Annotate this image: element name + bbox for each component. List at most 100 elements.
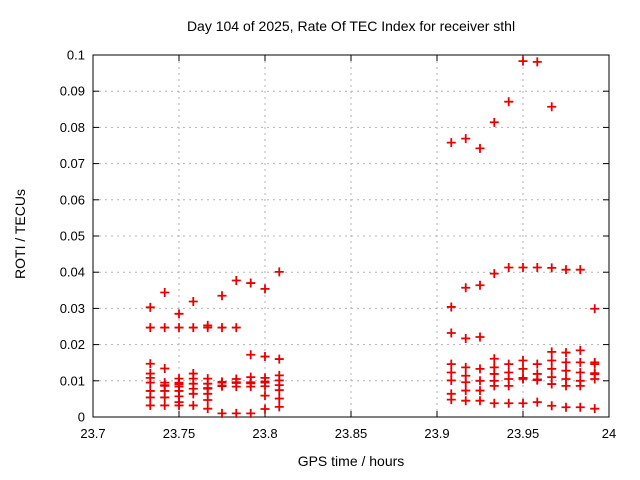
y-tick-label: 0.08	[60, 120, 85, 135]
data-point	[518, 56, 528, 66]
data-point	[489, 354, 499, 364]
data-point	[575, 345, 585, 355]
data-point	[174, 400, 184, 410]
x-tick-label: 23.85	[335, 426, 368, 441]
data-point	[246, 408, 256, 418]
data-point	[475, 386, 485, 396]
y-tick-label: 0.01	[60, 373, 85, 388]
data-point	[274, 385, 284, 395]
data-point	[518, 356, 528, 366]
data-point	[274, 267, 284, 277]
data-point	[231, 382, 241, 392]
data-point	[489, 381, 499, 391]
data-point	[518, 262, 528, 272]
data-point	[504, 398, 514, 408]
data-point	[475, 364, 485, 374]
data-point	[203, 404, 213, 414]
data-point	[145, 378, 155, 388]
data-point	[174, 323, 184, 333]
data-point	[188, 400, 198, 410]
data-point	[504, 262, 514, 272]
data-point	[547, 263, 557, 273]
x-tick-label: 23.95	[507, 426, 540, 441]
y-tick-label: 0.05	[60, 229, 85, 244]
data-point	[461, 362, 471, 372]
data-point	[446, 302, 456, 312]
data-point	[446, 138, 456, 148]
data-point	[575, 367, 585, 377]
x-tick-label: 23.75	[163, 426, 196, 441]
data-point	[532, 397, 542, 407]
data-point	[547, 347, 557, 357]
data-point	[461, 283, 471, 293]
data-point	[561, 348, 571, 358]
data-point	[461, 377, 471, 387]
data-point	[217, 381, 227, 391]
data-point	[160, 287, 170, 297]
x-tick-label: 23.7	[80, 426, 105, 441]
data-point	[160, 400, 170, 410]
data-point	[561, 381, 571, 391]
y-tick-label: 0.06	[60, 192, 85, 207]
data-point	[446, 375, 456, 385]
data-point	[246, 278, 256, 288]
data-point	[446, 359, 456, 369]
y-tick-label: 0	[78, 410, 85, 425]
data-point	[590, 304, 600, 314]
data-point	[188, 389, 198, 399]
data-point	[203, 395, 213, 405]
data-point	[160, 363, 170, 373]
data-point	[532, 57, 542, 67]
data-point	[260, 284, 270, 294]
data-point	[145, 302, 155, 312]
data-point	[246, 350, 256, 360]
data-point	[547, 364, 557, 374]
data-point	[217, 408, 227, 418]
data-point	[489, 398, 499, 408]
data-point	[174, 309, 184, 319]
x-axis-label: GPS time / hours	[297, 453, 405, 469]
data-point	[489, 269, 499, 279]
data-point	[504, 359, 514, 369]
data-point	[475, 376, 485, 386]
data-point	[274, 354, 284, 364]
data-point	[590, 359, 600, 369]
y-tick-label: 0.1	[67, 48, 85, 63]
data-point	[532, 375, 542, 385]
data-point	[203, 323, 213, 333]
data-point	[518, 374, 528, 384]
data-point	[575, 265, 585, 275]
x-tick-label: 23.8	[252, 426, 277, 441]
data-point	[575, 402, 585, 412]
data-point	[160, 323, 170, 333]
data-point	[160, 392, 170, 402]
data-point	[518, 364, 528, 374]
data-point	[532, 262, 542, 272]
data-point	[475, 396, 485, 406]
data-point	[561, 402, 571, 412]
data-point	[518, 398, 528, 408]
data-point	[590, 374, 600, 384]
data-point	[145, 323, 155, 333]
data-point	[504, 381, 514, 391]
data-point	[274, 394, 284, 404]
data-point	[260, 404, 270, 414]
y-tick-label: 0.03	[60, 301, 85, 316]
data-point	[575, 357, 585, 367]
data-point	[260, 381, 270, 391]
data-point	[547, 379, 557, 389]
data-point	[231, 323, 241, 333]
data-point	[547, 401, 557, 411]
data-point	[446, 328, 456, 338]
data-point	[461, 134, 471, 144]
data-point	[575, 381, 585, 391]
data-point	[461, 333, 471, 343]
data-point	[145, 392, 155, 402]
data-point	[274, 402, 284, 412]
y-tick-label: 0.09	[60, 84, 85, 99]
data-point	[489, 117, 499, 127]
data-point	[446, 367, 456, 377]
data-point	[145, 359, 155, 369]
